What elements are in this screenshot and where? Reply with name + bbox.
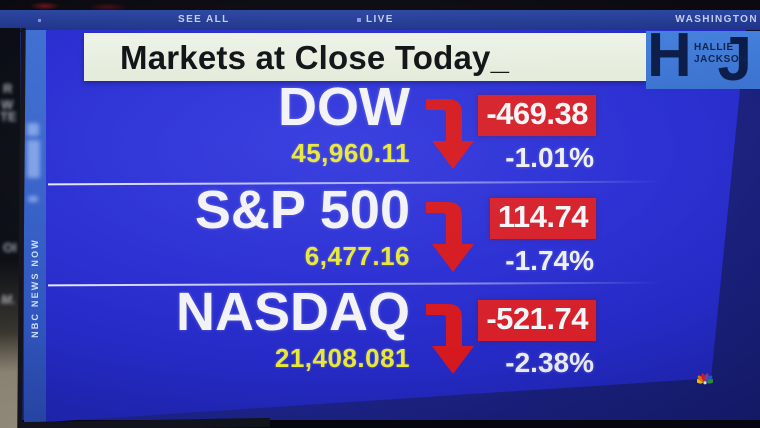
index-block: NASDAQ 21,408.081 [50, 282, 410, 381]
show-badge: H J HALLIE JACKSON [646, 31, 760, 89]
network-vertical-label: NBC NEWS NOW [30, 238, 40, 338]
change-badge: -469.38 [478, 95, 596, 136]
blurred-background-text: M. [1, 292, 16, 307]
blurred-background-text: R [3, 81, 13, 96]
blurred-background-text: OI [3, 240, 17, 255]
change-badge: -521.74 [478, 300, 596, 341]
anchor-name: HALLIE JACKSON [694, 42, 748, 65]
index-name: S&P 500 [194, 180, 410, 240]
change-badge: 114.74 [489, 198, 596, 239]
index-name: NASDAQ [175, 282, 410, 342]
headline-title: Markets at Close Today_ [120, 39, 510, 76]
studio-wall: R W TE OI M. [0, 28, 20, 428]
down-arrow-icon [422, 80, 480, 176]
bullet-icon [38, 19, 41, 22]
index-value: 6,477.16 [304, 241, 410, 272]
monogram-h: H [647, 31, 692, 89]
percent-change: -1.74% [505, 245, 594, 276]
headline-bar: Markets at Close Today_ [84, 33, 646, 81]
index-block: S&P 500 6,477.16 [50, 180, 410, 279]
market-row-nasdaq: NASDAQ 21,408.081 -521.74 -2.38% [50, 282, 660, 381]
monogram-j: J [717, 31, 752, 89]
location-label: WASHINGTON [675, 14, 758, 25]
live-label: LIVE [366, 14, 394, 25]
change-block: -521.74 -2.38% [478, 285, 596, 381]
side-strip [24, 30, 46, 428]
percent-change: -1.01% [505, 142, 594, 173]
top-bar: SEE ALL LIVE WASHINGTON [0, 10, 760, 32]
blurred-background-text: W [1, 97, 14, 112]
index-name: DOW [278, 77, 410, 137]
index-value: 21,408.081 [274, 343, 410, 374]
live-dot-icon [357, 18, 361, 22]
studio-top-edge [0, 0, 760, 12]
index-block: DOW 45,960.11 [50, 77, 410, 176]
down-arrow-icon [422, 183, 480, 279]
nbc-watermark-icon [27, 123, 39, 136]
markets-panel: DOW 45,960.11 -469.38 -1.01% S&P 500 6,4… [46, 30, 746, 423]
nbc-peacock-icon [695, 373, 715, 391]
nbc-watermark-icon [28, 196, 38, 202]
market-row-sp500: S&P 500 6,477.16 114.74 -1.74% [50, 180, 660, 279]
change-block: -469.38 -1.01% [478, 80, 596, 176]
market-row-dow: DOW 45,960.11 -469.38 -1.01% [50, 77, 660, 176]
blurred-background-text: TE [0, 109, 17, 124]
index-value: 45,960.11 [291, 138, 410, 169]
see-all-label: SEE ALL [178, 14, 230, 25]
nbc-watermark-icon [27, 140, 40, 178]
percent-change: -2.38% [505, 347, 594, 378]
change-block: 114.74 -1.74% [484, 183, 596, 279]
down-arrow-icon [422, 285, 480, 381]
